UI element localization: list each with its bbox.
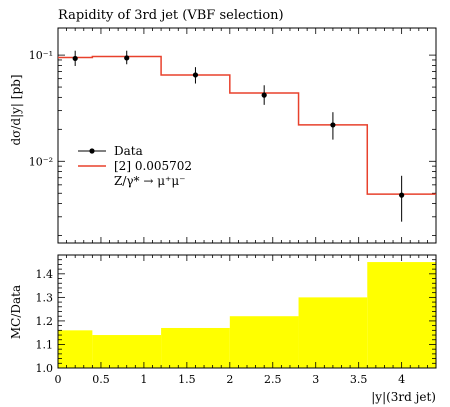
x-tick-label: 1 — [140, 373, 147, 386]
ratio-y-tick-label: 1.4 — [36, 268, 54, 281]
data-point — [261, 92, 267, 98]
ratio-y-tick-label: 1.1 — [36, 338, 54, 351]
x-tick-label: 1.5 — [178, 373, 196, 386]
ratio-y-tick-label: 1.2 — [36, 315, 54, 328]
main-y-axis-label: dσ/d|y| [pb] — [9, 74, 23, 145]
x-tick-label: 2.5 — [264, 373, 282, 386]
x-tick-label: 0.5 — [92, 373, 110, 386]
legend-data-marker — [89, 148, 95, 154]
data-point — [330, 122, 336, 128]
ratio-y-tick-label: 1.0 — [36, 362, 54, 375]
data-point — [124, 55, 130, 61]
data-point — [72, 55, 78, 62]
legend-entry: Z/γ* → μ⁺μ⁻ — [114, 174, 186, 188]
x-tick-label: 3.5 — [350, 373, 368, 386]
x-tick-label: 3 — [312, 373, 319, 386]
data-point — [192, 72, 199, 78]
x-tick-label: 2 — [226, 373, 233, 386]
ratio-panel: 1.0 1.1 1.2 1.3 1.4 0 0.5 1 1.5 2 2.5 3 3.5 4 — [36, 254, 437, 386]
x-axis-label: |y|(3rd jet) — [371, 390, 436, 404]
legend-entry: Data — [114, 144, 143, 158]
ratio-y-tick-label: 1.3 — [36, 291, 54, 304]
main-y-tick-label: 10⁻¹ — [29, 49, 53, 62]
chart-title: Rapidity of 3rd jet (VBF selection) — [58, 8, 284, 23]
data-point — [399, 192, 405, 198]
ratio-band-bin — [298, 297, 368, 368]
ratio-band-bin — [229, 316, 299, 368]
legend-entry: [2] 0.005702 — [114, 159, 192, 173]
ratio-band-bin — [367, 262, 436, 368]
main-y-tick-label: 10⁻² — [29, 155, 53, 168]
x-tick-label: 0 — [55, 373, 62, 386]
ratio-band-bin — [161, 327, 230, 368]
mc-histogram-line — [58, 55, 436, 195]
main-plot-frame — [57, 27, 437, 244]
x-tick-label: 4 — [398, 373, 405, 386]
ratio-y-axis-label: MC/Data — [9, 285, 23, 339]
ratio-band-bin — [92, 335, 162, 368]
ratio-band-bin — [58, 330, 93, 368]
